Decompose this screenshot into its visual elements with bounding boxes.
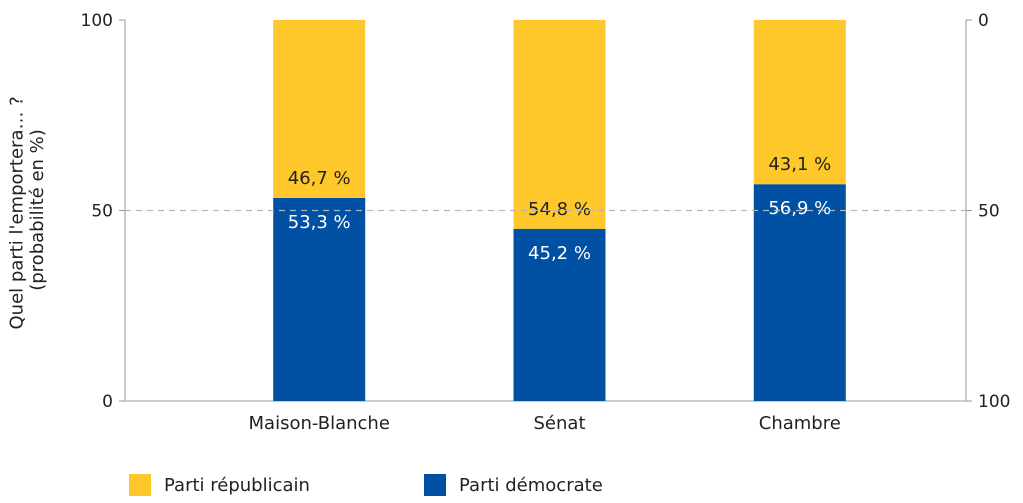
y-axis-label-line1: Quel parti l'emportera… ? xyxy=(6,96,27,329)
right-tick-label: 100 xyxy=(978,392,1010,412)
bar-democrate xyxy=(753,184,846,401)
category-label: Chambre xyxy=(759,413,841,434)
legend-swatch-republicain xyxy=(129,474,151,496)
y-axis-label-line2: (probabilité en %) xyxy=(27,129,48,291)
bar-republicain xyxy=(753,20,846,185)
y-axis-label: Quel parti l'emportera… ? (probabilité e… xyxy=(6,91,48,330)
left-tick-label: 100 xyxy=(81,11,113,31)
data-label-republicain: 46,7 % xyxy=(288,168,351,189)
data-labels: 53,3 % 46,7 % 45,2 % 54,8 % 56,9 % 43,1 % xyxy=(125,154,966,264)
right-tick-label: 0 xyxy=(978,11,989,31)
right-tick-label: 50 xyxy=(978,202,1000,222)
bar-democrate xyxy=(273,197,366,401)
bars xyxy=(273,20,846,401)
data-label-democrate: 45,2 % xyxy=(528,243,591,264)
data-label-republicain: 43,1 % xyxy=(768,154,831,175)
legend: Parti républicain Parti démocrate xyxy=(129,474,603,496)
legend-label-democrate: Parti démocrate xyxy=(459,475,603,496)
legend-swatch-democrate xyxy=(424,474,446,496)
left-tick-label: 50 xyxy=(91,202,113,222)
data-label-democrate: 56,9 % xyxy=(768,198,831,219)
category-label: Sénat xyxy=(534,413,586,434)
data-label-republicain: 54,8 % xyxy=(528,199,591,220)
bar-democrate xyxy=(513,228,606,401)
legend-label-republicain: Parti républicain xyxy=(164,475,310,496)
axes: 0 50 100 0 50 100 Maison-Blanche Sénat Chambre xyxy=(81,11,1011,434)
left-tick-label: 0 xyxy=(102,392,113,412)
category-label: Maison-Blanche xyxy=(249,413,390,434)
bar-republicain xyxy=(273,20,366,198)
data-label-democrate: 53,3 % xyxy=(288,212,351,233)
bar-republicain xyxy=(513,20,606,229)
